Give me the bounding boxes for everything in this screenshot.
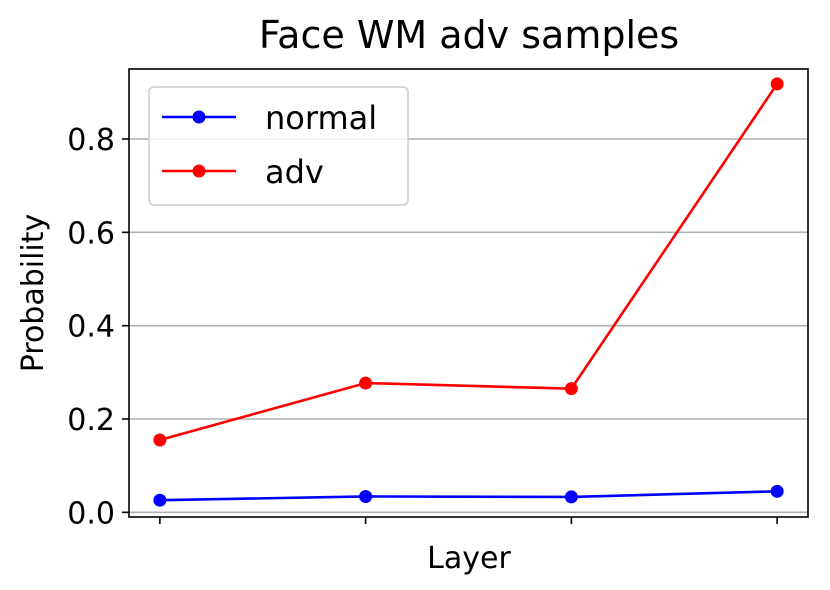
chart-title: Face WM adv samples <box>259 13 679 57</box>
legend-label-adv: adv <box>265 153 324 191</box>
y-tick-label-3: 0.6 <box>67 216 115 251</box>
data-point-adv-2 <box>359 376 373 390</box>
data-point-adv-1 <box>153 433 167 447</box>
legend-marker-adv <box>192 164 206 178</box>
legend: normal adv <box>148 86 409 206</box>
legend-marker-normal <box>192 110 206 124</box>
data-point-normal-3 <box>564 490 578 504</box>
y-tick-label-2: 0.4 <box>67 310 115 345</box>
data-point-normal-1 <box>153 493 167 507</box>
legend-label-normal: normal <box>265 99 377 137</box>
data-point-adv-4 <box>770 77 784 91</box>
data-point-normal-4 <box>770 484 784 498</box>
data-point-normal-2 <box>359 489 373 503</box>
y-tick-label-0: 0.0 <box>67 496 115 531</box>
series-line-adv <box>159 83 779 442</box>
y-tick-label-4: 0.8 <box>67 123 115 158</box>
x-axis-title: Layer <box>427 541 511 576</box>
y-axis-title: Probability <box>16 214 51 373</box>
data-point-adv-3 <box>564 382 578 396</box>
y-tick-label-1: 0.2 <box>67 403 115 438</box>
series-line-normal <box>159 490 778 502</box>
legend-entries: normal adv <box>162 99 377 191</box>
y-axis: 0.0 0.2 0.4 0.6 0.8 <box>67 123 129 531</box>
gridlines <box>129 138 808 514</box>
series-layer <box>153 77 784 507</box>
plot-border <box>128 68 809 518</box>
x-axis <box>159 517 778 524</box>
